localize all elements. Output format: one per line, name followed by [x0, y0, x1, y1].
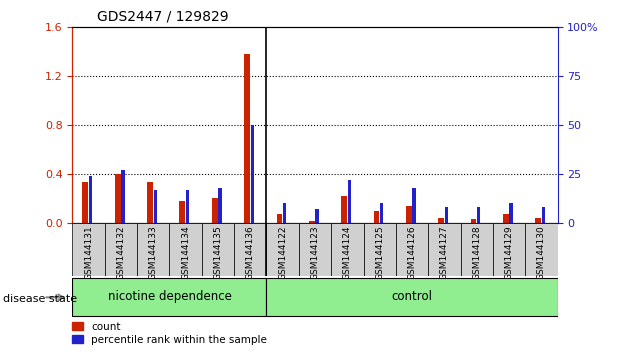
Bar: [115, 174, 120, 223]
Text: GDS2447 / 129829: GDS2447 / 129829: [97, 10, 228, 24]
Bar: [428, 223, 461, 276]
Text: GSM144126: GSM144126: [408, 226, 416, 280]
Bar: [266, 278, 558, 316]
Text: GSM144136: GSM144136: [246, 226, 255, 280]
Bar: [219, 188, 222, 223]
Bar: [234, 223, 266, 276]
Bar: [503, 215, 508, 223]
Text: GSM144128: GSM144128: [472, 226, 481, 280]
Bar: [147, 183, 153, 223]
Bar: [396, 223, 428, 276]
Bar: [461, 223, 493, 276]
Bar: [72, 223, 105, 276]
Bar: [316, 209, 319, 223]
Bar: [406, 206, 411, 223]
Text: GSM144132: GSM144132: [117, 226, 125, 280]
Bar: [212, 199, 217, 223]
Bar: [374, 211, 379, 223]
Text: GSM144125: GSM144125: [375, 226, 384, 280]
Bar: [169, 223, 202, 276]
Text: control: control: [391, 290, 433, 303]
Text: GSM144131: GSM144131: [84, 226, 93, 280]
Bar: [413, 188, 416, 223]
Bar: [493, 223, 525, 276]
Bar: [122, 170, 125, 223]
Bar: [89, 176, 92, 223]
Bar: [331, 223, 364, 276]
Bar: [266, 223, 299, 276]
Text: GSM144135: GSM144135: [214, 226, 222, 280]
Text: GSM144133: GSM144133: [149, 226, 158, 280]
Text: GSM144130: GSM144130: [537, 226, 546, 280]
Bar: [277, 215, 282, 223]
Bar: [471, 219, 476, 223]
Bar: [341, 196, 347, 223]
Text: GSM144134: GSM144134: [181, 226, 190, 280]
Bar: [154, 190, 157, 223]
Bar: [477, 207, 480, 223]
Legend: count, percentile rank within the sample: count, percentile rank within the sample: [68, 317, 271, 349]
Bar: [105, 223, 137, 276]
Bar: [180, 201, 185, 223]
Bar: [72, 278, 266, 316]
Text: nicotine dependence: nicotine dependence: [108, 290, 231, 303]
Bar: [445, 207, 448, 223]
Text: GSM144127: GSM144127: [440, 226, 449, 280]
Bar: [251, 125, 254, 223]
Text: GSM144124: GSM144124: [343, 226, 352, 280]
Bar: [510, 203, 513, 223]
Text: GSM144122: GSM144122: [278, 226, 287, 280]
Bar: [186, 190, 189, 223]
Bar: [542, 207, 545, 223]
Bar: [525, 223, 558, 276]
Text: disease state: disease state: [3, 294, 77, 304]
Bar: [380, 203, 383, 223]
Bar: [309, 221, 314, 223]
Bar: [348, 180, 351, 223]
Bar: [536, 218, 541, 223]
Bar: [364, 223, 396, 276]
Text: GSM144123: GSM144123: [311, 226, 319, 280]
Bar: [83, 183, 88, 223]
Bar: [299, 223, 331, 276]
Bar: [137, 223, 169, 276]
Bar: [283, 203, 286, 223]
Bar: [202, 223, 234, 276]
Text: GSM144129: GSM144129: [505, 226, 513, 280]
Bar: [244, 53, 250, 223]
Bar: [438, 218, 444, 223]
